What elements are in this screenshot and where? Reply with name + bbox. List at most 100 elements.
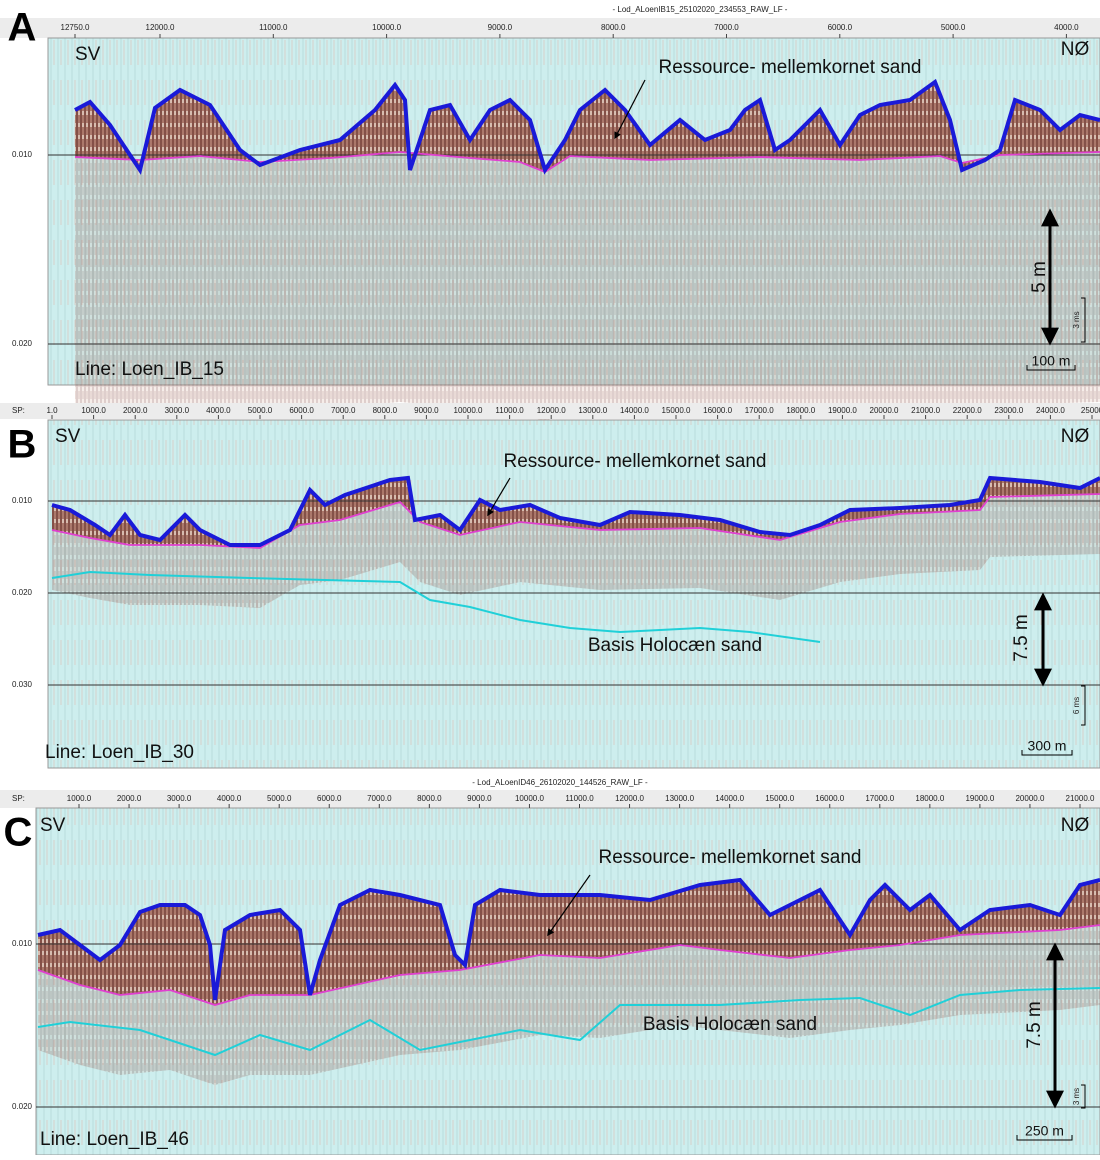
sp-label: SP: (12, 406, 25, 415)
sp-tick-label: 10000.0 (454, 406, 483, 415)
sp-tick-label: 7000.0 (714, 23, 739, 32)
sp-tick-label: 15000.0 (662, 406, 691, 415)
resource-label: Ressource- mellemkornet sand (599, 847, 862, 868)
sp-tick-label: 6000.0 (828, 23, 853, 32)
sp-tick-label: 12000.0 (615, 794, 644, 803)
direction-right: NØ (1061, 815, 1090, 836)
sp-tick-label: 19000.0 (828, 406, 857, 415)
sp-tick-label: 2000.0 (117, 794, 142, 803)
sp-tick-label: 7000.0 (367, 794, 392, 803)
sp-tick-label: 24000.0 (1036, 406, 1065, 415)
time-scale-bar (1081, 297, 1086, 343)
time-scale-bar (1081, 1084, 1086, 1109)
sp-tick-label: 8000.0 (373, 406, 398, 415)
sp-tick-label: 20000.0 (1015, 794, 1044, 803)
sp-tick-label: 22000.0 (953, 406, 982, 415)
sp-tick-label: 9000.0 (414, 406, 439, 415)
sp-tick-label: 6000.0 (289, 406, 314, 415)
vertical-scale-label: 5 m (1029, 261, 1050, 293)
vertical-scale-label: 7.5 m (1024, 1001, 1045, 1049)
ruler (0, 790, 1100, 808)
sp-tick-label: 18000.0 (786, 406, 815, 415)
line-name: Line: Loen_IB_30 (45, 742, 194, 763)
sp-tick-label: 9000.0 (488, 23, 513, 32)
sp-tick-label: 13000.0 (578, 406, 607, 415)
cyan-horizon (37, 987, 1100, 1057)
sp-tick-label: 3000.0 (165, 406, 190, 415)
sp-tick-label: 1000.0 (81, 406, 106, 415)
magenta-horizon (51, 493, 1100, 549)
seabed-horizon (74, 78, 1100, 175)
time-tick-label: 0.020 (12, 1102, 33, 1111)
time-tick-label: 0.010 (12, 496, 33, 505)
time-scale-label: 3 ms (1072, 311, 1081, 328)
sp-tick-label: 4000.0 (206, 406, 231, 415)
sp-tick-label: 25000 (1081, 406, 1100, 415)
sp-tick-label: 11000.0 (259, 23, 288, 32)
sp-tick-label: 4000.0 (1054, 23, 1079, 32)
direction-left: SV (40, 815, 66, 836)
sediment-fill (75, 82, 1100, 172)
time-tick-label: 0.030 (12, 680, 33, 689)
sp-tick-label: 5000.0 (248, 406, 273, 415)
sp-tick-label: 17000.0 (745, 406, 774, 415)
horizontal-scale-label: 250 m (1025, 1123, 1064, 1139)
sp-tick-label: 8000.0 (601, 23, 626, 32)
sp-tick-label: 12750.0 (61, 23, 90, 32)
sp-tick-label: 9000.0 (467, 794, 492, 803)
cyan-horizon (51, 570, 821, 643)
seismic-panel: 0.010 0.020 0.030 1.0 1000.0 2000.0 3000.0 4000… (0, 403, 1100, 769)
line-name: Line: Loen_IB_15 (75, 359, 224, 380)
panel-letter: C (4, 811, 33, 855)
sp-tick-label: 10000.0 (372, 23, 401, 32)
sp-tick-label: 18000.0 (915, 794, 944, 803)
annotation-arrow (487, 477, 511, 517)
sp-tick-label: 23000.0 (994, 406, 1023, 415)
sp-tick-label: 16000.0 (815, 794, 844, 803)
sp-tick-label: 20000.0 (870, 406, 899, 415)
sp-tick-label: 16000.0 (703, 406, 732, 415)
line-name: Line: Loen_IB_46 (40, 1129, 189, 1150)
horizontal-scale-label: 300 m (1028, 738, 1067, 754)
sp-tick-label: 12000.0 (537, 406, 566, 415)
base-label: Basis Holocæn sand (643, 1014, 817, 1035)
time-tick-label: 0.020 (12, 588, 33, 597)
direction-right: NØ (1061, 39, 1090, 60)
resource-label: Ressource- mellemkornet sand (504, 451, 767, 472)
sp-label: SP: (12, 794, 25, 803)
sp-tick-label: 11000.0 (565, 794, 594, 803)
horizontal-scale-bar (1016, 1135, 1073, 1141)
panel-letter: A (8, 6, 37, 50)
ruler (0, 18, 1100, 38)
sp-tick-label: 8000.0 (417, 794, 442, 803)
sp-tick-label: 4000.0 (217, 794, 242, 803)
sediment-shadow (75, 82, 1100, 422)
sp-tick-label: 12000.0 (146, 23, 175, 32)
sp-tick-label: 13000.0 (665, 794, 694, 803)
sp-tick-label: 1.0 (46, 406, 58, 415)
vertical-scale-label: 7.5 m (1011, 614, 1032, 662)
sp-tick-label: 11000.0 (495, 406, 524, 415)
sp-tick-label: 14000.0 (715, 794, 744, 803)
horizontal-scale-bar (1026, 365, 1076, 371)
direction-left: SV (55, 426, 81, 447)
sp-tick-label: 14000.0 (620, 406, 649, 415)
sp-tick-label: 21000.0 (1066, 794, 1095, 803)
horizontal-scale-label: 100 m (1032, 353, 1071, 369)
panel-letter: B (8, 423, 37, 467)
seismic-panel: 0.010 0.020 1000.0 2000.0 3000.0 4000.0 5000.0… (0, 778, 1100, 1156)
time-tick-label: 0.010 (12, 150, 33, 159)
annotation-arrow (614, 79, 646, 140)
sp-tick-label: 6000.0 (317, 794, 342, 803)
sediment-fill (38, 880, 1100, 1005)
time-scale-label: 3 ms (1072, 1088, 1081, 1105)
sp-tick-label: 5000.0 (941, 23, 966, 32)
ruler (0, 403, 1100, 419)
resource-label: Ressource- mellemkornet sand (659, 57, 922, 78)
base-label: Basis Holocæn sand (588, 635, 762, 656)
annotation-arrow (547, 874, 591, 937)
sp-tick-label: 15000.0 (765, 794, 794, 803)
sp-tick-label: 2000.0 (123, 406, 148, 415)
sp-tick-label: 21000.0 (911, 406, 940, 415)
